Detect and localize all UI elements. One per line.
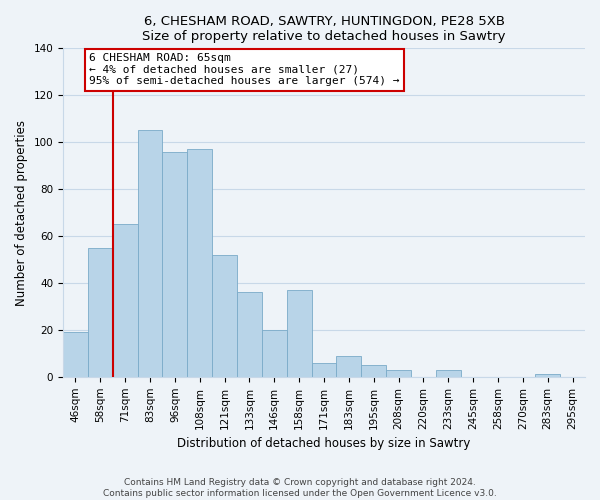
Bar xyxy=(237,292,262,377)
Bar xyxy=(436,370,461,377)
Bar xyxy=(137,130,163,377)
Bar xyxy=(212,255,237,377)
Text: 6 CHESHAM ROAD: 65sqm
← 4% of detached houses are smaller (27)
95% of semi-detac: 6 CHESHAM ROAD: 65sqm ← 4% of detached h… xyxy=(89,53,400,86)
Bar xyxy=(361,365,386,377)
Title: 6, CHESHAM ROAD, SAWTRY, HUNTINGDON, PE28 5XB
Size of property relative to detac: 6, CHESHAM ROAD, SAWTRY, HUNTINGDON, PE2… xyxy=(142,15,506,43)
Bar xyxy=(163,152,187,377)
Bar xyxy=(262,330,287,377)
X-axis label: Distribution of detached houses by size in Sawtry: Distribution of detached houses by size … xyxy=(178,437,471,450)
Bar xyxy=(535,374,560,377)
Bar xyxy=(311,362,337,377)
Bar xyxy=(88,248,113,377)
Bar xyxy=(187,149,212,377)
Bar xyxy=(287,290,311,377)
Bar xyxy=(386,370,411,377)
Bar xyxy=(113,224,137,377)
Y-axis label: Number of detached properties: Number of detached properties xyxy=(15,120,28,306)
Text: Contains HM Land Registry data © Crown copyright and database right 2024.
Contai: Contains HM Land Registry data © Crown c… xyxy=(103,478,497,498)
Bar xyxy=(63,332,88,377)
Bar xyxy=(337,356,361,377)
